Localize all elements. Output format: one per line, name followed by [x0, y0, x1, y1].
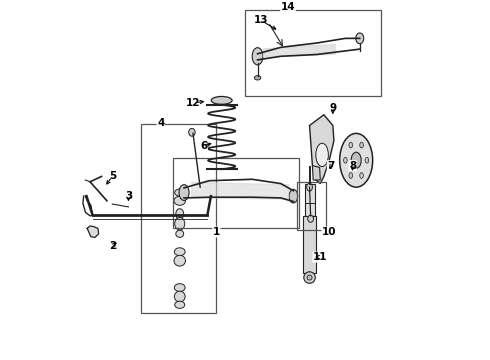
Ellipse shape — [174, 248, 185, 256]
Ellipse shape — [254, 76, 261, 80]
Polygon shape — [87, 226, 98, 237]
Text: 8: 8 — [349, 161, 356, 171]
Text: 10: 10 — [322, 227, 337, 237]
Ellipse shape — [175, 217, 185, 230]
Text: 7: 7 — [327, 161, 335, 171]
Text: 3: 3 — [125, 191, 132, 201]
Text: 14: 14 — [281, 2, 295, 12]
Ellipse shape — [349, 142, 353, 148]
Ellipse shape — [307, 275, 312, 280]
Ellipse shape — [340, 134, 373, 187]
Ellipse shape — [307, 183, 313, 191]
Ellipse shape — [356, 33, 364, 44]
Ellipse shape — [189, 129, 195, 136]
Ellipse shape — [351, 152, 361, 168]
Ellipse shape — [365, 157, 368, 163]
Ellipse shape — [349, 173, 353, 178]
Ellipse shape — [179, 185, 189, 201]
Ellipse shape — [175, 301, 185, 309]
Text: 11: 11 — [313, 252, 327, 262]
Ellipse shape — [360, 142, 364, 148]
Text: 5: 5 — [109, 171, 116, 181]
Ellipse shape — [360, 173, 364, 178]
Ellipse shape — [176, 230, 184, 237]
Ellipse shape — [174, 284, 185, 292]
Ellipse shape — [176, 209, 184, 220]
Polygon shape — [313, 166, 320, 180]
Ellipse shape — [343, 157, 347, 163]
Text: 9: 9 — [329, 103, 337, 113]
Text: 13: 13 — [254, 15, 269, 26]
Polygon shape — [304, 184, 315, 216]
Text: 6: 6 — [200, 141, 207, 151]
Ellipse shape — [174, 255, 186, 266]
Text: 2: 2 — [109, 241, 116, 251]
Text: 4: 4 — [157, 118, 165, 128]
Polygon shape — [303, 216, 316, 273]
Ellipse shape — [304, 272, 315, 283]
Ellipse shape — [174, 291, 185, 302]
Ellipse shape — [308, 215, 314, 222]
Ellipse shape — [211, 96, 232, 104]
Ellipse shape — [174, 196, 186, 205]
Ellipse shape — [316, 143, 328, 167]
Polygon shape — [310, 115, 334, 184]
Ellipse shape — [252, 48, 263, 65]
Ellipse shape — [175, 189, 185, 196]
Text: 12: 12 — [186, 98, 200, 108]
Text: 1: 1 — [213, 227, 220, 237]
Ellipse shape — [289, 189, 298, 203]
